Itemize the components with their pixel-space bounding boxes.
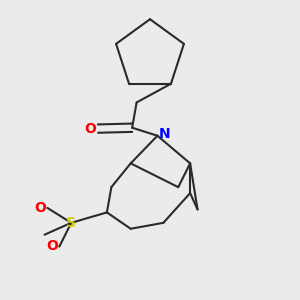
Text: O: O <box>34 201 46 215</box>
Text: O: O <box>85 122 97 136</box>
Text: N: N <box>159 127 171 141</box>
Text: S: S <box>66 216 76 230</box>
Text: O: O <box>46 239 58 253</box>
